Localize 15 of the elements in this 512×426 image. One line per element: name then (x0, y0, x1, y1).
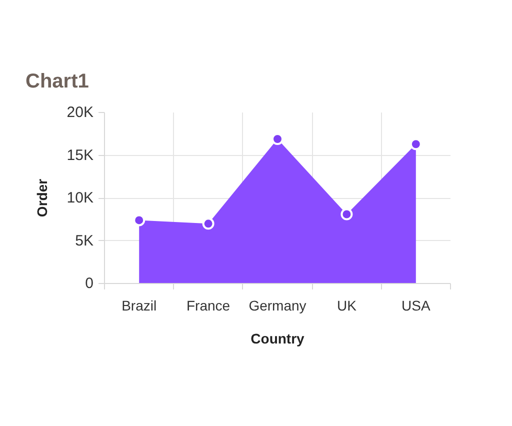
x-tick-label: Germany (248, 298, 306, 314)
point (340, 208, 353, 220)
y-tick-label: 5K (75, 232, 94, 250)
y-axis-title: Order (34, 178, 50, 218)
y-tick-label: 15K (66, 146, 94, 164)
y-tick-label: 20K (66, 104, 94, 121)
x-axis-title: Country (250, 330, 305, 346)
y-tick-label: 0 (85, 275, 94, 292)
chart-title: Chart1 (26, 70, 89, 92)
x-tick-label: USA (402, 298, 431, 314)
x-tick-label: Brazil (122, 298, 157, 314)
x-tick-label: UK (336, 298, 358, 314)
point (202, 218, 214, 230)
y-tick-label: 10K (66, 190, 94, 206)
x-tick-label: France (186, 298, 230, 314)
